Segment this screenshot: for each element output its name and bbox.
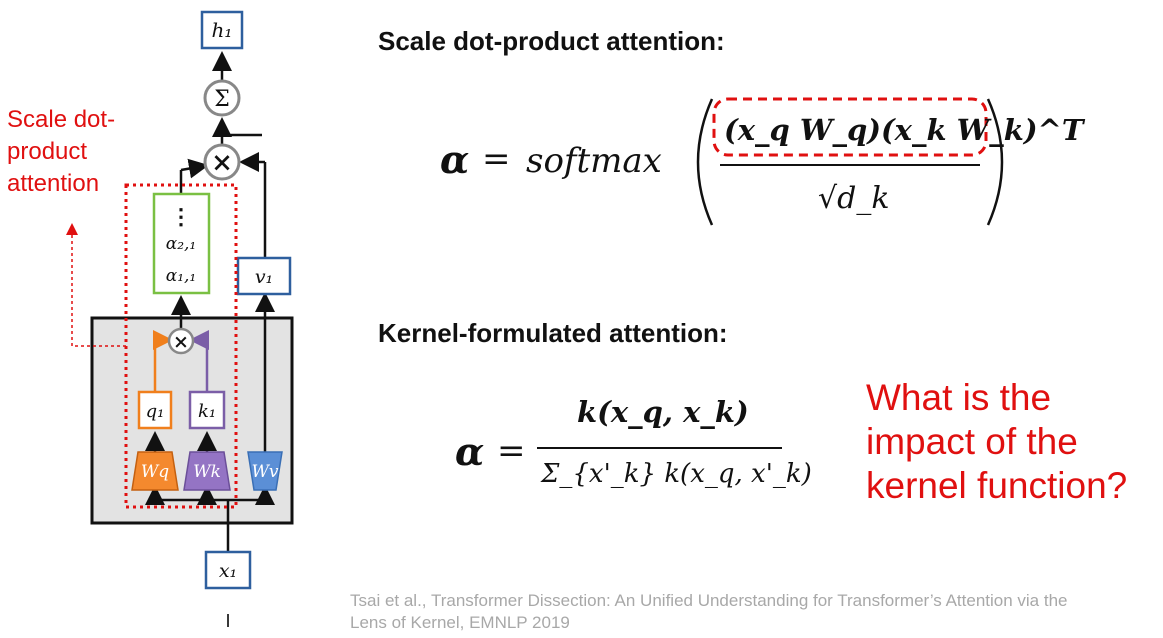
attention-diagram: h₁ Σ × ⋮ α₂,₁ α₁,₁ v₁ × q₁ k₁ Wq Wk Wv x…: [66, 10, 294, 631]
inner-multiply-icon: ×: [173, 331, 189, 353]
wq-projection: [131, 451, 179, 491]
kernel-denominator: Σ_{x'_k} k(x_q, x'_k): [541, 459, 812, 489]
wv-label: Wv: [251, 462, 278, 482]
softmax-alpha: α: [440, 137, 470, 182]
softmax-equals: =: [482, 139, 511, 179]
multiply-icon: ×: [211, 148, 233, 178]
kernel-alpha: α: [455, 429, 485, 474]
annotation-label: Scale dot-product attention: [7, 106, 116, 197]
score-ellipsis: ⋮: [170, 204, 192, 230]
query-node-box: [137, 390, 173, 430]
kernel-equals: =: [497, 431, 526, 471]
scale-attention-heading: Scale dot-product attention:: [378, 26, 725, 56]
score-alpha-2-1: α₂,₁: [166, 234, 197, 254]
softmax-denominator: √d_k: [818, 181, 890, 216]
bottom-mark: I: [225, 611, 230, 631]
wv-projection: [247, 451, 283, 491]
kernel-formula: α = k(x_q, x_k) Σ_{x'_k} k(x_q, x'_k): [455, 385, 812, 525]
numerator-highlight: [712, 97, 988, 157]
softmax-numerator: (x_q W_q)(x_k W_k)^T: [724, 113, 1084, 147]
multiply-node: [203, 143, 241, 181]
key-node-box: [188, 390, 226, 430]
kernel-fraction-bar: [537, 447, 782, 449]
annotation-connector: [66, 223, 126, 347]
kernel-numerator: k(x_q, x_k): [577, 395, 749, 429]
sum-icon: Σ: [214, 87, 230, 112]
input-node-box: [204, 550, 252, 590]
softmax-parens: [696, 97, 1004, 226]
key-node-label: k₁: [198, 401, 216, 422]
score-alpha-1-1: α₁,₁: [166, 266, 197, 286]
wq-label: Wq: [141, 462, 169, 482]
kernel-impact-question: What is the impact of the kernel functio…: [866, 377, 1128, 506]
query-node-label: q₁: [146, 401, 165, 422]
output-node-box: [200, 10, 244, 50]
kernel-attention-heading: Kernel-formulated attention:: [378, 318, 728, 348]
softmax-formula: α = softmax (x_q W_q)(x_k W_k)^T √d_k: [440, 95, 1083, 235]
softmax-function: softmax: [526, 141, 662, 181]
wk-label: Wk: [193, 462, 221, 482]
citation: Tsai et al., Transformer Dissection: An …: [350, 591, 1068, 632]
value-node-box: [236, 256, 292, 296]
sum-node: [203, 79, 241, 117]
value-node-label: v₁: [255, 266, 273, 288]
output-node-label: h₁: [212, 18, 233, 42]
wk-projection: [183, 451, 231, 491]
input-node-label: x₁: [219, 560, 237, 582]
inner-multiply-node: [167, 327, 195, 355]
attention-scores-box: [152, 192, 211, 295]
